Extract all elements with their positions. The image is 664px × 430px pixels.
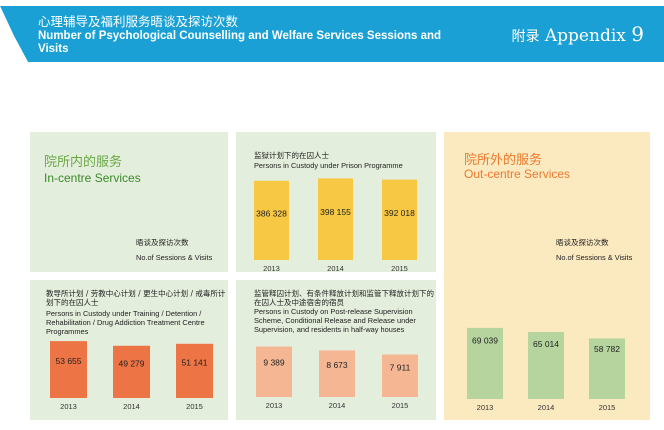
bar-2015 <box>382 179 417 260</box>
bar-value-label: 392 018 <box>384 208 415 218</box>
prison-chart: 386 328 2013 398 155 2014 392 018 2015 <box>254 178 417 272</box>
bar-value-label: 386 328 <box>256 208 287 218</box>
title-en: Number of Psychological Counselling and … <box>38 30 442 55</box>
bar-value-label: 51 141 <box>182 357 208 367</box>
incentre-label-zh: 院所内的服务 <box>44 155 123 170</box>
training-chart-panel: 教导所计划 / 劳教中心计划 / 更生中心计划 / 戒毒所计划下的在囚人士 Pe… <box>30 280 228 420</box>
bar-value-label: 49 279 <box>119 359 145 369</box>
bar-2014 <box>318 178 353 260</box>
x-tick-label: 2015 <box>391 264 408 272</box>
bar-2013 <box>50 341 87 398</box>
bar-value-label: 69 039 <box>472 336 498 346</box>
outcentre-label-en: Out-centre Services <box>464 167 571 181</box>
incentre-label-panel: 院所内的服务 In-centre Services 晤谈及探访次数 No.of … <box>30 132 228 272</box>
prison-chart-title-en: Persons in Custody under Prison Programm… <box>254 161 403 170</box>
bar-value-label: 65 014 <box>533 339 559 349</box>
postrelease-chart: 9 389 2013 8 673 2014 7 911 2015 <box>256 346 418 410</box>
title-zh: 心理辅导及福利服务晤谈及探访次数 <box>38 14 239 29</box>
bar-2015 <box>176 343 213 398</box>
x-tick-label: 2015 <box>599 403 616 412</box>
x-tick-label: 2014 <box>327 264 344 272</box>
incentre-label-en: In-centre Services <box>44 171 141 185</box>
outcentre-panel: 院所外的服务 Out-centre Services 晤谈及探访次数 No.of… <box>444 132 650 420</box>
bar-value-label: 58 782 <box>594 344 620 354</box>
banner-shape <box>0 6 664 62</box>
header-banner: 心理辅导及福利服务晤谈及探访次数 Number of Psychological… <box>0 0 664 62</box>
prison-chart-title-zh: 监狱计划下的在囚人士 <box>254 151 329 160</box>
bar-2013 <box>254 180 289 260</box>
outcentre-label-zh: 院所外的服务 <box>464 153 543 168</box>
bar-2014 <box>113 345 150 398</box>
bar-2014 <box>528 332 564 399</box>
outcentre-sessions-zh: 晤谈及探访次数 <box>556 238 609 247</box>
appendix-zh: 附录 <box>511 29 540 45</box>
outcentre-sessions-en: No.of Sessions & Visits <box>556 253 633 262</box>
bar-value-label: 53 655 <box>56 356 82 366</box>
appendix-label: 附录 Appendix 9 <box>511 22 644 46</box>
bar-2013 <box>467 327 503 399</box>
bar-value-label: 7 911 <box>390 363 411 373</box>
x-tick-label: 2015 <box>392 401 409 410</box>
bar-2015 <box>382 354 418 397</box>
appendix-en: Appendix <box>544 26 626 46</box>
x-tick-label: 2014 <box>538 403 555 412</box>
x-tick-label: 2013 <box>477 403 494 412</box>
appendix-number: 9 <box>631 22 644 46</box>
x-tick-label: 2013 <box>266 401 283 410</box>
postrelease-chart-title-en: Persons in Custody on Post-release Super… <box>254 307 416 334</box>
outcentre-chart: 69 039 2013 65 014 2014 58 782 2015 <box>467 327 625 412</box>
x-tick-label: 2013 <box>263 264 280 272</box>
incentre-sessions-zh: 晤谈及探访次数 <box>136 238 189 247</box>
x-tick-label: 2014 <box>329 401 346 410</box>
bar-value-label: 9 389 <box>263 358 285 368</box>
bar-value-label: 8 673 <box>326 360 348 370</box>
training-chart-title-zh: 教导所计划 / 劳教中心计划 / 更生中心计划 / 戒毒所计划下的在囚人士 <box>46 289 226 307</box>
x-tick-label: 2013 <box>60 402 77 411</box>
bar-value-label: 398 155 <box>320 207 351 217</box>
bar-2013 <box>256 346 292 397</box>
training-chart-title-en: Persons in Custody under Training / Dete… <box>46 309 205 336</box>
postrelease-chart-panel: 监管释囚计划、有条件释放计划和监管下释放计划下的在囚人士及中途宿舍的宿员 Per… <box>236 280 436 420</box>
prison-chart-panel: 监狱计划下的在囚人士 Persons in Custody under Pris… <box>236 132 436 272</box>
x-tick-label: 2015 <box>186 402 203 411</box>
x-tick-label: 2014 <box>123 402 140 411</box>
bar-2014 <box>319 350 355 397</box>
bar-2015 <box>589 338 625 399</box>
training-chart: 53 655 2013 49 279 2014 51 141 2015 <box>50 341 213 411</box>
postrelease-chart-title-zh: 监管释囚计划、有条件释放计划和监管下释放计划下的在囚人士及中途宿舍的宿员 <box>254 289 434 307</box>
incentre-sessions-en: No.of Sessions & Visits <box>136 253 213 262</box>
